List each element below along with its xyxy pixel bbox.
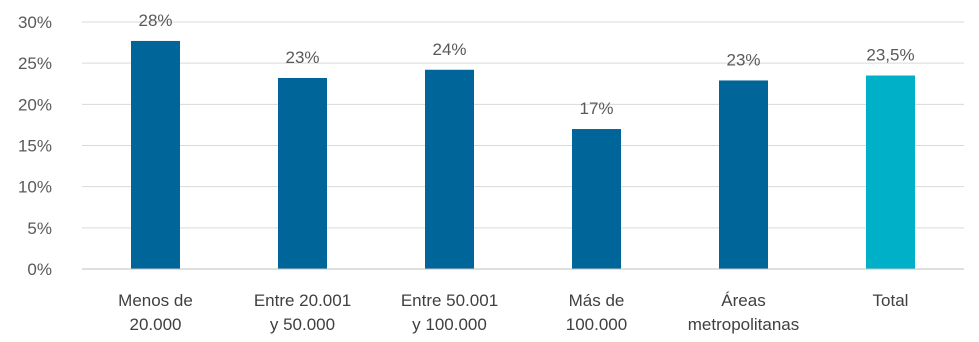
y-tick-label: 25%: [18, 54, 52, 73]
data-labels: 28% 23% 24% 17% 23% 23,5%: [138, 11, 914, 118]
y-tick-label: 10%: [18, 178, 52, 197]
bar: [572, 129, 621, 269]
category-label: Total: [873, 291, 909, 310]
y-tick-label: 30%: [18, 13, 52, 32]
y-tick-label: 0%: [27, 260, 52, 279]
category-label: Más de 100.000: [566, 291, 627, 334]
gridlines: [82, 21, 964, 229]
category-label: Áreas metropolitanas: [688, 291, 800, 334]
data-label: 28%: [138, 11, 172, 30]
data-label: 24%: [432, 40, 466, 59]
data-label: 23%: [726, 50, 760, 69]
y-tick-label: 20%: [18, 95, 52, 114]
y-axis-ticks: 0% 5% 10% 15% 20% 25% 30%: [18, 13, 52, 279]
bar: [278, 77, 327, 269]
x-axis-categories: Menos de 20.000 Entre 20.001 y 50.000 Entre …: [118, 291, 908, 334]
bar: [866, 75, 915, 270]
bar: [131, 40, 180, 269]
data-label: 17%: [579, 99, 613, 118]
bars: [131, 40, 915, 270]
y-tick-label: 15%: [18, 137, 52, 156]
y-tick-label: 5%: [27, 219, 52, 238]
data-label: 23%: [285, 48, 319, 67]
data-label: 23,5%: [866, 46, 914, 65]
category-label: Menos de 20.000: [118, 291, 193, 334]
category-label: Entre 50.001 y 100.000: [401, 291, 498, 334]
bar: [719, 80, 768, 269]
bar: [425, 69, 474, 270]
category-label: Entre 20.001 y 50.000: [254, 291, 351, 334]
